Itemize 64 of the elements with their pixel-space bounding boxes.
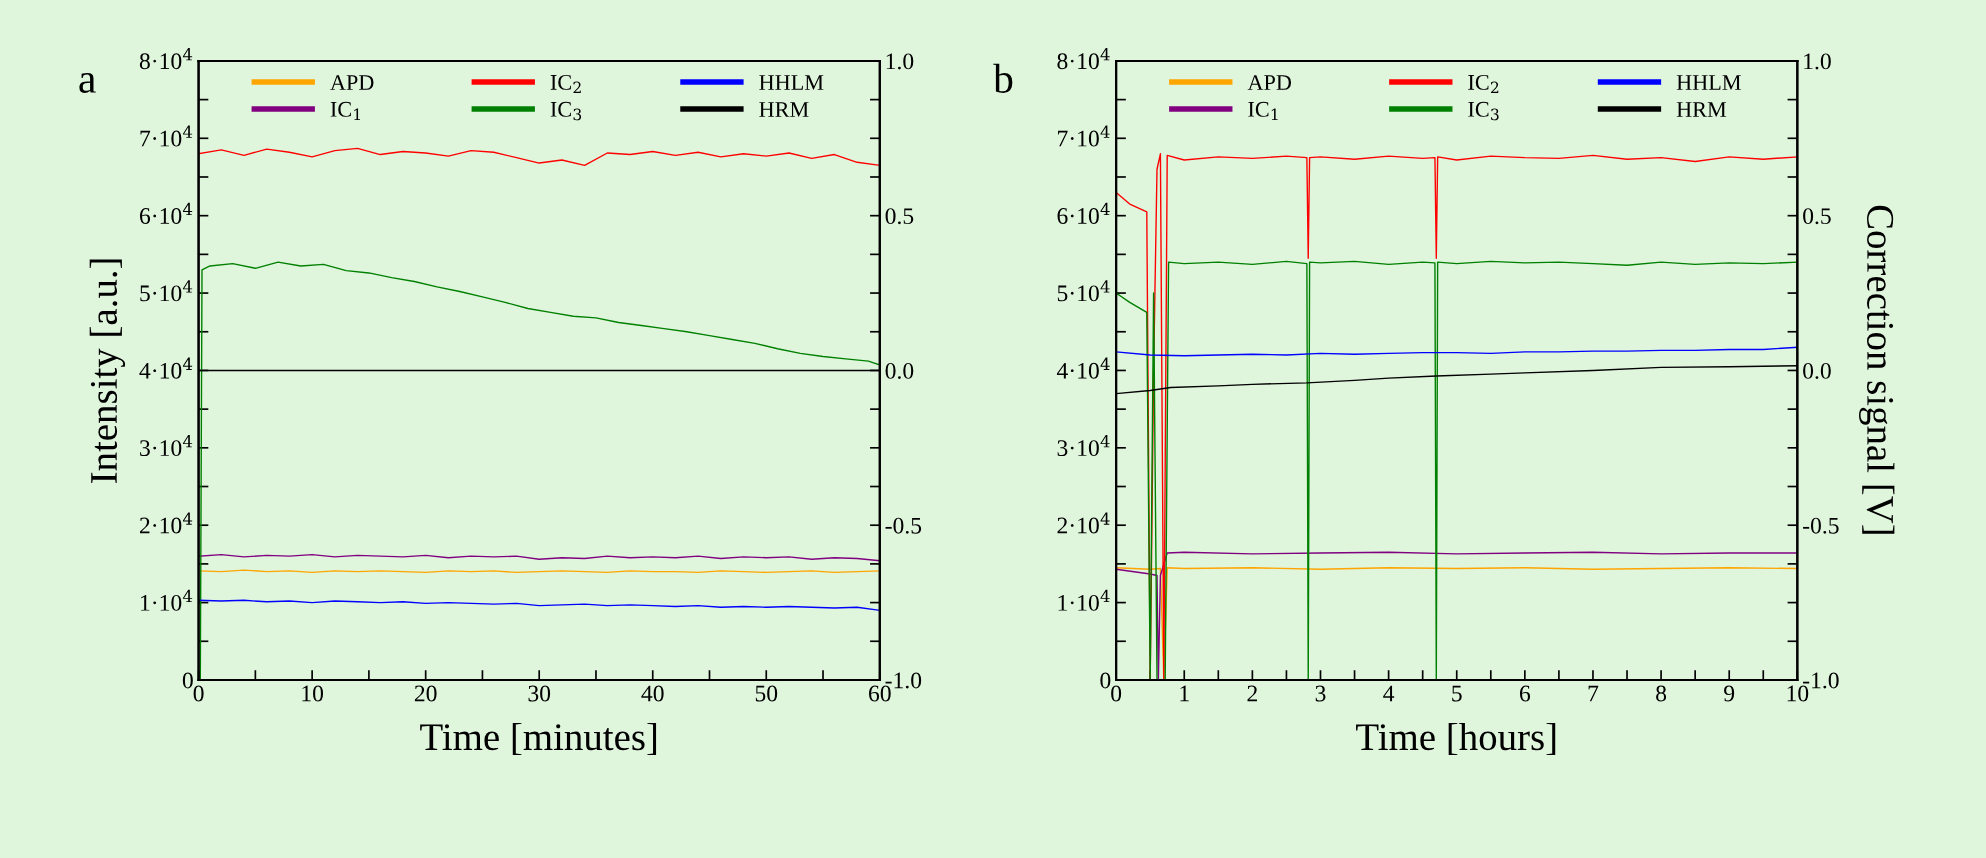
legend-label: HRM — [1676, 102, 1727, 117]
y2-tick-label: 0.5 — [1803, 208, 1831, 225]
x-tick-label: 1 — [1180, 685, 1189, 702]
y2-tick-label: -0.5 — [885, 517, 922, 534]
y2-tick-label: 0.0 — [1803, 362, 1831, 379]
x-tick-label: 5 — [1452, 685, 1462, 702]
x-tick-label: 10 — [302, 685, 324, 702]
x-tick-label: 7 — [1588, 685, 1599, 702]
legend-label: IC$_{2}$ — [1468, 74, 1499, 94]
y-tick-label: 8·10$^{4}$ — [1057, 48, 1110, 70]
text: a — [79, 73, 96, 94]
legend-label: APD — [1247, 75, 1292, 90]
legend-label: HHLM — [1676, 75, 1741, 90]
y2-tick-label: 0.0 — [885, 362, 914, 379]
y-tick-label: 4·10$^{4}$ — [1056, 357, 1110, 379]
legend-label: IC$_{1}$ — [330, 101, 361, 121]
legend-label: APD — [330, 75, 374, 90]
y2-tick-label: -0.5 — [1803, 517, 1839, 534]
y-tick-label: 0 — [1100, 672, 1111, 689]
y-tick-label: 6·10$^{4}$ — [1057, 202, 1110, 224]
x-tick-label: 0 — [193, 685, 204, 702]
x-tick-label: 40 — [641, 685, 664, 702]
legend-label: IC$_{1}$ — [1248, 101, 1278, 121]
x-tick-label: 9 — [1724, 685, 1735, 702]
text: b — [993, 63, 1013, 94]
y-tick-label: 4·10$^{4}$ — [139, 357, 193, 379]
y-tick-label: 1·10$^{4}$ — [1058, 589, 1110, 611]
y2-tick-label: 1.0 — [1804, 53, 1831, 70]
x-tick-label: 50 — [755, 685, 778, 702]
y-tick-label: 7·10$^{4}$ — [140, 125, 193, 147]
y-tick-label: 0 — [182, 672, 193, 689]
line-series — [198, 553, 880, 562]
x-axis-title: Time [hours] — [1356, 722, 1556, 756]
x-tick-label: 0 — [1111, 685, 1122, 702]
legend-label: IC$_{3}$ — [550, 101, 582, 121]
y-tick-label: 7·10$^{4}$ — [1058, 125, 1110, 147]
legend-label: HHLM — [759, 75, 824, 90]
x-axis-title: Time [minutes] — [420, 722, 657, 756]
y-tick-label: 2·10$^{4}$ — [1057, 512, 1110, 534]
y2-tick-label: 0.5 — [885, 208, 914, 225]
line-series — [198, 599, 880, 612]
y-tick-label: 6·10$^{4}$ — [139, 202, 193, 224]
x-tick-label: 20 — [414, 685, 437, 702]
legend-label: IC$_{2}$ — [550, 74, 581, 94]
legend-label: IC$_{3}$ — [1468, 101, 1499, 121]
x-tick-label: 3 — [1315, 685, 1326, 702]
y-tick-label: 5·10$^{4}$ — [1057, 280, 1110, 302]
y2-tick-label: 1.0 — [886, 53, 914, 70]
y-axis-title: Intensity [a.u.] — [89, 259, 126, 483]
x-tick-label: 6 — [1519, 685, 1531, 702]
y-tick-label: 3·10$^{4}$ — [1057, 435, 1110, 457]
x-tick-label: 8 — [1656, 685, 1667, 702]
y-tick-label: 8·10$^{4}$ — [139, 48, 193, 70]
line-series — [198, 147, 880, 167]
y-tick-label: 3·10$^{4}$ — [140, 435, 193, 457]
x-tick-label: 4 — [1383, 685, 1395, 702]
y2-axis-title: Correction signal [V] — [1859, 205, 1895, 534]
y-tick-label: 2·10$^{4}$ — [140, 512, 193, 534]
x-tick-label: 30 — [528, 685, 551, 702]
y-tick-label: 1·10$^{4}$ — [141, 589, 193, 611]
line-series — [1116, 346, 1798, 357]
x-tick-label: 2 — [1247, 685, 1257, 702]
legend-label: HRM — [759, 102, 809, 117]
y-tick-label: 5·10$^{4}$ — [140, 280, 193, 302]
